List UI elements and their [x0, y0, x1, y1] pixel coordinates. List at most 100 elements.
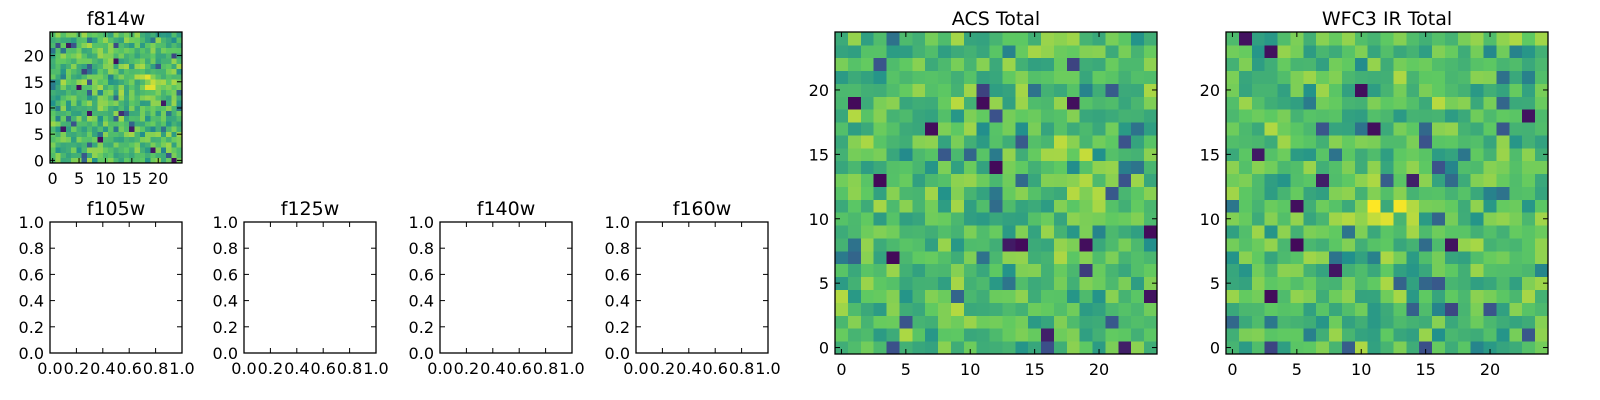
heatmap-cell: [1015, 302, 1029, 316]
heatmap-cell: [176, 63, 183, 70]
heatmap-cell: [873, 199, 887, 213]
heatmap-cell: [1367, 186, 1381, 200]
heatmap-cell: [1053, 96, 1068, 110]
heatmap-cell: [1509, 32, 1523, 46]
heatmap-cell: [139, 32, 146, 38]
heatmap-cell: [1393, 212, 1407, 226]
heatmap-cell: [65, 94, 72, 101]
heatmap-cell: [92, 89, 98, 96]
heatmap-cell: [1354, 302, 1369, 316]
heatmap-cell: [134, 131, 141, 138]
heatmap-cell: [1367, 32, 1381, 46]
heatmap-cell: [1522, 250, 1536, 265]
heatmap-cell: [1444, 160, 1459, 175]
heatmap-cell: [950, 212, 965, 226]
heatmap-cell: [150, 94, 156, 101]
heatmap-cell: [50, 68, 56, 75]
heatmap-cell: [1041, 44, 1055, 59]
heatmap-cell: [1251, 32, 1266, 46]
heatmap-cell: [1303, 186, 1317, 200]
heatmap-cell: [145, 89, 151, 96]
heatmap-cell: [1066, 135, 1081, 149]
heatmap-cell: [1509, 289, 1523, 303]
heatmap-cell: [886, 109, 900, 123]
heatmap-cell: [860, 276, 875, 290]
heatmap-cell: [1251, 276, 1266, 290]
heatmap-cell: [1341, 315, 1356, 329]
heatmap-cell: [1509, 315, 1523, 329]
heatmap-cell: [60, 115, 67, 122]
heatmap-cell: [102, 84, 109, 91]
heatmap-cell: [134, 42, 141, 49]
heatmap-cell: [1406, 122, 1420, 136]
heatmap-cell: [1367, 328, 1381, 342]
heatmap-cell: [1457, 225, 1472, 239]
y-tick-label: 1.0: [409, 213, 434, 232]
heatmap-cell: [92, 152, 98, 159]
heatmap-cell: [886, 186, 900, 200]
heatmap-cell: [129, 68, 135, 75]
heatmap-cell: [1457, 238, 1472, 252]
heatmap-cell: [97, 115, 104, 122]
heatmap-cell: [92, 47, 98, 54]
heatmap-cell: [92, 84, 98, 91]
heatmap-cell: [1079, 341, 1093, 355]
heatmap-cell: [899, 328, 913, 342]
heatmap-cell: [86, 126, 93, 132]
heatmap-cell: [76, 142, 83, 148]
heatmap-cell: [150, 84, 156, 91]
y-tick-label: 0.8: [213, 239, 238, 258]
heatmap-cell: [1303, 315, 1317, 329]
heatmap-cell: [150, 89, 156, 96]
heatmap-cell: [102, 105, 109, 111]
heatmap-cell: [113, 32, 120, 38]
heatmap-cell: [176, 89, 183, 96]
heatmap-cell: [97, 157, 104, 164]
heatmap-cell: [938, 186, 952, 200]
heatmap-cell: [155, 100, 162, 106]
heatmap-cell: [860, 109, 875, 123]
heatmap-cell: [976, 109, 990, 123]
heatmap-cell: [1444, 199, 1459, 213]
y-tick-label: 0.4: [605, 292, 630, 311]
heatmap-cell: [1354, 263, 1369, 278]
heatmap-cell: [1092, 225, 1106, 239]
heatmap-cell: [145, 47, 151, 54]
heatmap-cell: [134, 115, 141, 122]
heatmap-cell: [55, 89, 61, 96]
heatmap-cell: [1105, 147, 1119, 162]
heatmap-cell: [1380, 160, 1394, 175]
heatmap-cell: [1028, 212, 1042, 226]
heatmap-cell: [1483, 250, 1497, 265]
heatmap-cell: [92, 73, 98, 80]
heatmap-cell: [1092, 83, 1106, 97]
heatmap-cell: [1444, 57, 1459, 72]
heatmap-cell: [150, 157, 156, 164]
heatmap-cells: [1226, 32, 1549, 355]
heatmap-cell: [65, 147, 72, 153]
heatmap-cell: [65, 110, 72, 117]
heatmap-cell: [166, 147, 172, 153]
heatmap-cell: [1316, 315, 1330, 329]
heatmap-cell: [976, 96, 990, 110]
heatmap-cell: [886, 328, 900, 342]
heatmap-cell: [1406, 57, 1420, 72]
heatmap-cell: [1535, 328, 1549, 342]
heatmap-cell: [145, 94, 151, 101]
heatmap-cell: [86, 94, 93, 101]
heatmap-cell: [1002, 199, 1016, 213]
heatmap-cell: [1226, 238, 1240, 252]
heatmap-cell: [1066, 238, 1081, 252]
heatmap-cell: [860, 44, 875, 59]
heatmap-cell: [1041, 238, 1055, 252]
heatmap-cell: [1380, 135, 1394, 149]
heatmap-cell: [1118, 44, 1132, 59]
heatmap-cell: [1341, 83, 1356, 97]
heatmap-cell: [963, 315, 978, 329]
heatmap-cell: [899, 341, 913, 355]
heatmap-cell: [1002, 315, 1016, 329]
heatmap-cell: [1341, 186, 1356, 200]
heatmap-cell: [171, 147, 178, 153]
heatmap-cell: [1535, 238, 1549, 252]
heatmap-cell: [1015, 199, 1029, 213]
